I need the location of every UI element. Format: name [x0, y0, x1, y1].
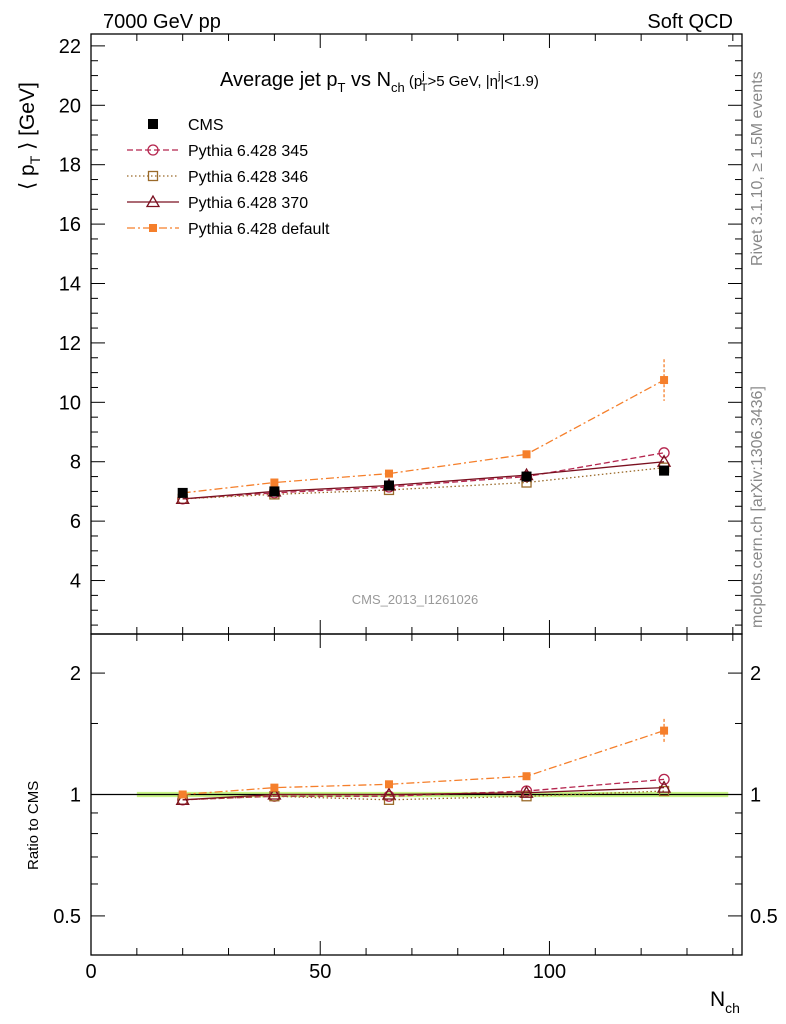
ratio-y-tick-label-right: 1: [750, 785, 761, 807]
main-cms-point: [177, 487, 188, 498]
ratio-y-tick-label-right: 2: [750, 663, 761, 685]
legend-marker-pythia-6-428-345: [147, 144, 159, 156]
ratio-data-points: [91, 718, 742, 806]
ratio-pythia-6-428-370-point: [381, 787, 397, 800]
main-cms-point: [659, 465, 670, 476]
ratio-pythia-6-428-default-point: [178, 790, 187, 799]
legend-label-pythia-6-428-346: Pythia 6.428 346: [188, 169, 308, 186]
chart-title: Average jet pT vs Nch (pj T>5 GeV, |ηj|<1…: [220, 69, 539, 95]
ratio-pythia-6-428-346-point: [383, 794, 395, 805]
main-pythia-6-428-default-line: [182, 379, 665, 494]
main-pythia-6-428-default-point: [660, 376, 669, 385]
main-cms-point: [269, 486, 280, 497]
ratio-y-tick-label: 0.5: [53, 906, 81, 928]
ratio-pythia-6-428-346-line: [182, 790, 665, 801]
main-ylabel: ⟨ pT ⟩ [GeV]: [16, 82, 43, 190]
y-tick-label: 14: [59, 274, 81, 296]
x-tick-label: 100: [533, 961, 566, 983]
ratio-pythia-6-428-370-point: [175, 792, 190, 805]
legend-label-pythia-6-428-default: Pythia 6.428 default: [188, 221, 330, 238]
legend-label-pythia-6-428-345: Pythia 6.428 345: [188, 143, 308, 160]
header-right: Soft QCD: [647, 11, 733, 33]
main-pythia-6-428-346-line: [182, 467, 665, 500]
main-pythia-6-428-default-point: [522, 450, 531, 459]
legend-marker-pythia-6-428-346: [147, 170, 159, 182]
ratio-y-tick-label: 2: [70, 663, 81, 685]
y-tick-label: 16: [59, 214, 81, 236]
ratio-pythia-6-428-370-point: [519, 785, 534, 798]
ratio-pythia-6-428-default-point: [270, 783, 279, 792]
main-pythia-6-428-345-line: [182, 452, 665, 500]
main-data-points: [175, 359, 672, 505]
ratio-pythia-6-428-346-point: [521, 791, 532, 802]
main-axis-ticks: 4 6 8 10 12 14 16 18 20 22: [59, 34, 742, 634]
ratio-pythia-6-428-default-point: [522, 772, 531, 781]
x-tick-labels: 0 50 100: [85, 961, 566, 983]
ratio-pythia-6-428-345-line: [182, 778, 665, 801]
ratio-pythia-6-428-default-point: [384, 780, 393, 789]
main-pythia-6-428-370-point: [175, 491, 190, 505]
main-cms-point: [383, 480, 394, 491]
main-cms-point: [521, 471, 532, 482]
ratio-pythia-6-428-345-point: [658, 773, 670, 786]
legend: CMS Pythia 6.428 345 Pythia 6.428 346 Pythi…: [127, 117, 330, 238]
ratio-pythia-6-428-370-point: [656, 780, 672, 793]
x-tick-label: 50: [309, 961, 331, 983]
ratio-pythia-6-428-346-point: [658, 785, 670, 797]
ratio-y-tick-label-right: 0.5: [750, 906, 778, 928]
mcplots-label: mcplots.cern.ch [arXiv:1306.3436]: [749, 386, 766, 628]
ratio-panel-frame: [90, 633, 743, 956]
y-tick-label: 4: [70, 571, 81, 593]
y-tick-label: 10: [59, 392, 81, 414]
y-tick-label: 6: [70, 511, 81, 533]
xlabel: Nch: [710, 988, 740, 1016]
header-left: 7000 GeV pp: [103, 11, 221, 33]
legend-label-pythia-6-428-370: Pythia 6.428 370: [188, 195, 308, 212]
ratio-pythia-6-428-default-point: [660, 726, 669, 735]
ratio-axis-ticks: 0.5 0.5 1 1 2 2: [53, 634, 778, 955]
analysis-watermark: CMS_2013_I1261026: [352, 592, 479, 607]
legend-marker-pythia-6-428-370: [145, 194, 161, 208]
main-pythia-6-428-370-line: [182, 461, 665, 500]
legend-label-cms: CMS: [188, 117, 224, 134]
y-tick-label: 12: [59, 333, 81, 355]
legend-marker-cms: [148, 119, 158, 129]
main-pythia-6-428-345-point: [658, 447, 670, 459]
y-tick-label: 8: [70, 452, 81, 474]
y-tick-label: 18: [59, 155, 81, 177]
rivet-label: Rivet 3.1.10, ≥ 1.5M events: [749, 71, 766, 266]
legend-marker-pythia-6-428-default: [149, 224, 157, 232]
ratio-ylabel: Ratio to CMS: [25, 781, 42, 870]
main-pythia-6-428-default-point: [270, 478, 279, 487]
ratio-pythia-6-428-370-point: [267, 787, 282, 800]
y-tick-label: 22: [59, 36, 81, 58]
ratio-y-tick-label: 1: [70, 785, 81, 807]
x-tick-label: 0: [85, 961, 96, 983]
y-tick-label: 20: [59, 95, 81, 117]
main-pythia-6-428-default-point: [384, 469, 393, 478]
ratio-pythia-6-428-370-line: [182, 786, 665, 801]
